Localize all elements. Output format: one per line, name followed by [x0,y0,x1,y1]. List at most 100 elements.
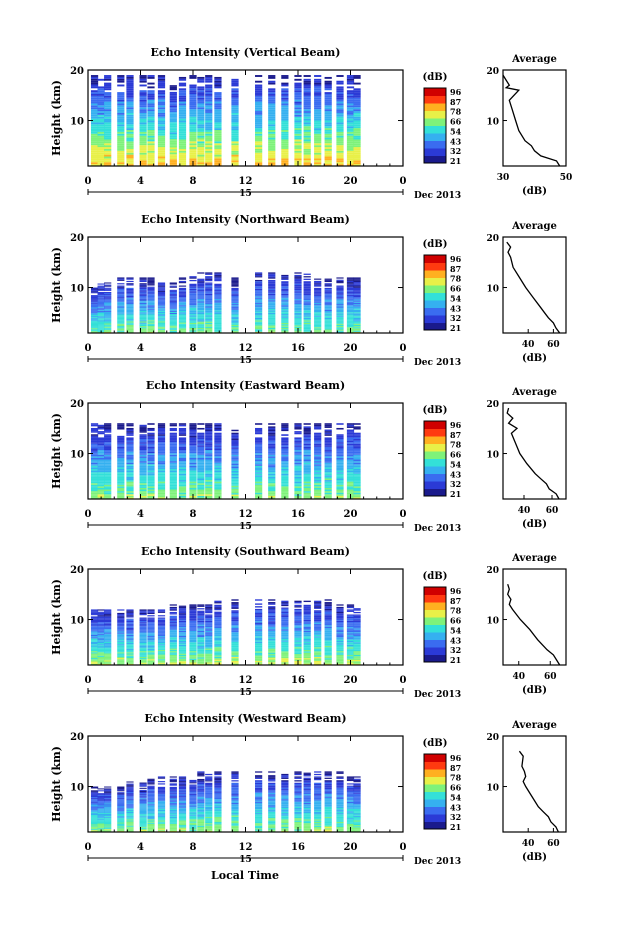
heatmap-cell [189,103,197,106]
heatmap-cell [117,128,125,130]
heatmap-cell [97,481,105,484]
heatmap-cell [268,285,276,287]
heatmap-cell [169,112,177,114]
heatmap-cell [303,150,311,153]
heatmap-cell [353,629,361,631]
heatmap-cell [126,328,134,330]
heatmap-cell [126,150,134,153]
heatmap-cell [197,632,205,634]
heatmap-cell [97,427,105,430]
heatmap-cell [255,625,263,627]
heatmap-cell [90,139,99,142]
heatmap-cell [314,311,322,313]
heatmap-cell [336,489,344,492]
heatmap-cell [346,122,355,125]
heatmap-cell [169,142,177,145]
heatmap-cell [117,124,125,127]
heatmap-cell [147,629,155,631]
heatmap-cell [169,88,177,91]
heatmap-cell [90,814,99,815]
heatmap-cell [90,819,99,821]
heatmap-cell [139,486,147,488]
heatmap-cell [336,88,344,91]
heatmap-cell [303,467,311,469]
average-x-tick-label: 40 [522,340,535,350]
heatmap-cell [255,614,263,616]
heatmap-cell [147,476,155,479]
heatmap-cell [205,431,213,433]
heatmap-cell [214,285,222,287]
heatmap-cell [117,612,125,615]
heatmap-cell [353,649,361,652]
heatmap-cell [214,435,222,438]
heatmap-cell [324,156,332,159]
heatmap-cell [231,135,239,138]
heatmap-cell [126,293,134,295]
heatmap-cell [90,791,99,793]
heatmap-cell [205,145,213,148]
heatmap-cell [117,315,125,317]
heatmap-cell [126,75,134,77]
heatmap-cell [268,618,276,620]
heatmap-cell [324,295,332,298]
heatmap-cell [197,457,205,460]
heatmap-cell [294,451,302,454]
heatmap-cell [126,311,134,313]
heatmap-cell [255,655,263,657]
average-profile-line [506,584,561,666]
heatmap-cell [147,609,155,611]
x-tick-label: 16 [291,509,305,520]
heatmap-cell [346,439,355,441]
heatmap-cell [97,632,105,634]
heatmap-cell [147,145,155,148]
heatmap-cell [268,114,276,117]
heatmap-cell [157,429,166,432]
heatmap-cell [303,654,311,656]
heatmap-cell [255,292,263,294]
heatmap-cell [90,317,99,319]
heatmap-cell [147,636,155,638]
heatmap-cell [214,290,222,292]
heatmap-cell [169,652,177,654]
x-tick-label: 0 [400,343,407,354]
heatmap-cell [126,476,134,479]
heatmap-cell [303,281,311,283]
heatmap-cell [104,318,112,320]
heatmap-cell [147,294,155,296]
heatmap-cell [197,495,205,498]
heatmap-cell [324,644,332,646]
heatmap-cell [336,662,344,664]
heatmap-cell [104,655,112,657]
heatmap-cell [255,86,263,89]
heatmap-cell [336,641,344,643]
heatmap-cell [189,605,197,607]
heatmap-cell [126,429,134,432]
heatmap-cell [147,139,155,142]
heatmap-cell [214,317,222,320]
heatmap-cell [117,107,125,110]
heatmap-cell [126,287,134,289]
heatmap-cell [90,812,99,814]
heatmap-cell [197,442,205,444]
heatmap-cell [189,630,197,633]
heatmap-cell [126,431,134,433]
heatmap-cell [294,321,302,323]
heatmap-cell [324,158,332,161]
heatmap-cell [336,285,344,287]
heatmap-cell [268,649,276,652]
heatmap-cell [97,95,105,98]
heatmap-cell [314,322,322,324]
heatmap-cell [178,322,187,324]
heatmap-cell [104,630,112,632]
heatmap-cell [231,311,239,313]
heatmap-cell [214,456,222,458]
heatmap-cell [90,803,99,805]
heatmap-cell [231,306,239,308]
heatmap-cell [90,435,99,438]
heatmap-cell [314,639,322,641]
heatmap-cell [353,456,361,458]
heatmap-cell [303,305,311,307]
heatmap-cell [353,307,361,309]
heatmap-cell [90,610,99,612]
heatmap-cell [169,300,177,302]
